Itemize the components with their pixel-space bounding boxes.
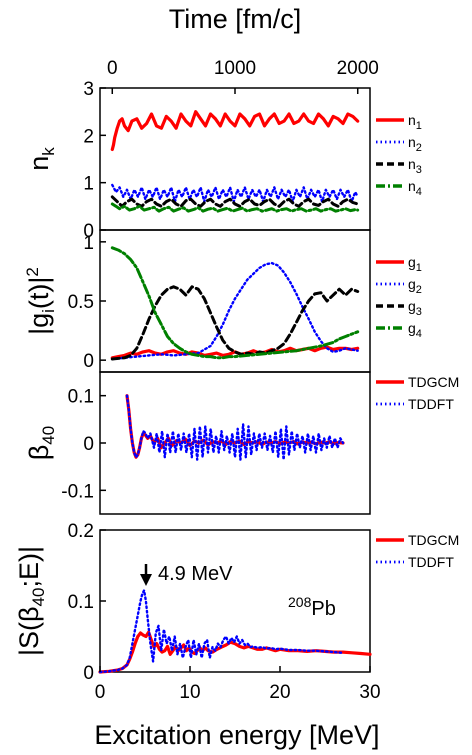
top-xtick-label: 0	[107, 58, 118, 79]
ytick-label-strength: 0	[83, 663, 94, 684]
series-line-nk-n3	[110, 195, 360, 208]
bottom-xtick-label: 0	[95, 682, 106, 703]
ytick-label-strength: 0.1	[68, 592, 94, 613]
legend-label-nk-n1: n1	[408, 112, 422, 132]
chart-marks: 0123n1n2n3n400.51g1g2g3g4-0.100.1TDGCMTD…	[61, 58, 459, 703]
legend-label-strength-TDGCM: TDGCM	[408, 532, 459, 548]
ytick-label-g: 0.5	[68, 292, 94, 313]
peak-arrow-head	[140, 574, 152, 586]
legend-label-g-g3: g3	[408, 298, 422, 318]
ytick-label-beta40: -0.1	[61, 481, 94, 502]
legend-label-g-g1: g1	[408, 254, 422, 274]
legend-label-nk-n2: n2	[408, 134, 422, 154]
ylabel-beta40: β40	[24, 426, 58, 460]
bottom-axis-title: Excitation energy [MeV]	[94, 720, 379, 750]
ytick-label-g: 1	[83, 233, 94, 254]
ylabel-nk: nk	[24, 147, 58, 171]
series-line-strength-TDDFT	[98, 589, 345, 674]
bottom-xtick-label: 10	[179, 682, 200, 703]
top-xtick-label: 1000	[214, 58, 256, 79]
legend-label-g-g2: g2	[408, 276, 422, 296]
ytick-label-g: 0	[83, 351, 94, 372]
series-line-nk-n4	[110, 202, 360, 213]
ylabel-strength: |S(β40;E)|	[14, 546, 48, 656]
ytick-label-beta40: 0	[83, 434, 94, 455]
bottom-xtick-label: 30	[359, 682, 380, 703]
legend-label-nk-n4: n4	[408, 178, 422, 198]
series-line-nk-n1	[110, 110, 360, 152]
series-line-g-g3	[110, 285, 360, 361]
bottom-xtick-label: 20	[269, 682, 290, 703]
ytick-label-nk: 2	[83, 126, 94, 147]
ytick-label-strength: 0.2	[68, 521, 94, 542]
top-xtick-label: 2000	[337, 58, 379, 79]
legend-label-g-g4: g4	[408, 320, 422, 340]
series-line-nk-n2	[111, 183, 359, 203]
peak-label: 4.9 MeV	[158, 563, 233, 585]
ytick-label-beta40: 0.1	[68, 387, 94, 408]
ytick-label-nk: 1	[83, 174, 94, 195]
series-line-g-g4	[110, 246, 360, 360]
nucleus-label: 208Pb	[288, 594, 336, 620]
series-line-beta40-TDDFT	[125, 394, 345, 461]
legend-label-strength-TDDFT: TDDFT	[408, 554, 454, 570]
ylabel-g: |gi(t)|2	[23, 267, 58, 335]
legend-label-nk-n3: n3	[408, 156, 422, 176]
legend-label-beta40-TDGCM: TDGCM	[408, 374, 459, 390]
ytick-label-nk: 0	[83, 221, 94, 242]
legend-label-beta40-TDDFT: TDDFT	[408, 396, 454, 412]
top-axis-title: Time [fm/c]	[169, 4, 302, 34]
ytick-label-nk: 3	[83, 79, 94, 100]
